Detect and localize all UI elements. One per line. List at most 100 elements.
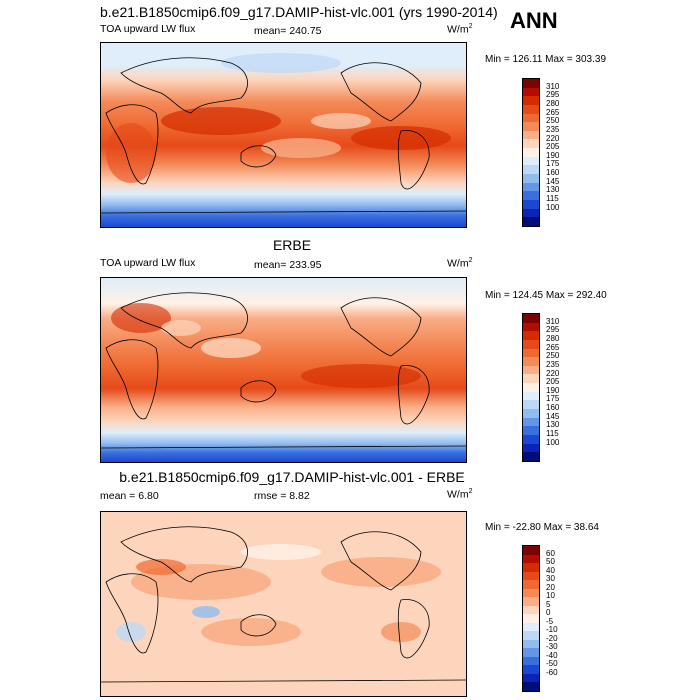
panel1-colorbar-tick: 265: [546, 107, 560, 117]
panel1-minmax: Min = 126.11 Max = 303.39: [485, 54, 607, 65]
panel1-colorbar-tick: 220: [546, 133, 560, 143]
panel2-colorbar-swatch: [523, 357, 539, 366]
panel1-colorbar: [522, 78, 540, 227]
panel2-colorbar-swatch: [523, 374, 539, 384]
panel3-colorbar-swatch: [523, 656, 539, 666]
panel2-colorbar-tick: 265: [546, 342, 560, 352]
panel2-colorbar-swatch: [523, 426, 539, 435]
panel2-coastlines: [101, 292, 466, 449]
panel2-units: W/m2: [447, 257, 473, 270]
panel3-colorbar-swatch: [523, 605, 539, 615]
panel2-colorbar: [522, 313, 540, 462]
panel3-colorbar-tick: -40: [546, 650, 558, 660]
season-label: ANN: [510, 8, 558, 33]
panel3-colorbar-tick: 60: [546, 548, 555, 558]
panel3-colorbar-tick: 10: [546, 591, 555, 601]
panel3-minmax: Min = -22.80 Max = 38.64: [485, 522, 599, 533]
panel2-colorbar-swatch: [523, 322, 539, 332]
panel2-center-label: mean= 233.95: [254, 259, 322, 271]
panel2-map-svg: [101, 278, 466, 462]
panel2-colorbar-tick: 175: [546, 394, 560, 404]
panel1-colorbar-swatch: [523, 113, 539, 123]
panel1-colorbar-swatch: [523, 148, 539, 157]
panel2-colorbar-tick: 130: [546, 420, 560, 430]
panel1-colorbar-swatch: [523, 199, 539, 209]
panel2-colorbar-swatch: [523, 452, 539, 461]
panel2-colorbar-tick: 220: [546, 368, 560, 378]
panel1-colorbar-tick: 295: [546, 90, 560, 100]
panel3-colorbar-tick: -60: [546, 667, 558, 677]
panel2-colorbar-swatch: [523, 391, 539, 401]
panel3-colorbar-tick: -20: [546, 633, 558, 643]
panel1-colorbar-tick: 310: [546, 81, 560, 91]
panel2-colorbar-swatch: [523, 400, 539, 410]
panel2-colorbar-swatch: [523, 348, 539, 358]
panel1-colorbar-swatch: [523, 165, 539, 175]
panel3-colorbar-tick: -50: [546, 659, 558, 669]
panel1-colorbar-tick: 235: [546, 124, 560, 134]
panel2-colorbar-swatch: [523, 434, 539, 444]
panel1-colorbar-tick: 160: [546, 168, 560, 178]
panel1-center-label: mean= 240.75: [254, 25, 322, 37]
panel1-colorbar-tick: 190: [546, 150, 560, 160]
panel2-colorbar-tick: 250: [546, 351, 560, 361]
panel1-colorbar-swatch: [523, 130, 539, 140]
panel2-colorbar-swatch: [523, 417, 539, 427]
panel1-left-label: TOA upward LW flux: [100, 23, 196, 35]
panel2-colorbar-swatch: [523, 409, 539, 418]
panel3-colorbar-tick: -30: [546, 642, 558, 652]
panel2-colorbar-swatch: [523, 383, 539, 392]
panel1-colorbar-swatch: [523, 191, 539, 200]
panel2-colorbar-tick: 160: [546, 403, 560, 413]
panel1-colorbar-swatch: [523, 208, 539, 218]
panel2-colorbar-tick: 145: [546, 411, 560, 421]
panel2-colorbar-tick: 235: [546, 359, 560, 369]
panel1-colorbar-swatch: [523, 104, 539, 114]
panel1-colorbar-swatch: [523, 217, 539, 226]
panel3-colorbar-swatch: [523, 597, 539, 606]
panel3-colorbar-swatch: [523, 580, 539, 589]
panel3-colorbar-tick: 5: [546, 599, 551, 609]
panel2-colorbar-swatch: [523, 443, 539, 453]
panel2-colorbar-tick: 310: [546, 316, 560, 326]
panel2-colorbar-swatch: [523, 314, 539, 323]
panel3-colorbar-swatch: [523, 554, 539, 564]
panel1-colorbar-tick: 175: [546, 159, 560, 169]
panel3-center-label: rmse = 8.82: [254, 490, 310, 502]
panel2-colorbar-tick: 205: [546, 377, 560, 387]
panel3-colorbar-swatch: [523, 546, 539, 555]
panel3-colorbar-tick: -10: [546, 625, 558, 635]
panel3-units: W/m2: [447, 488, 473, 501]
panel1-colorbar-tick: 250: [546, 116, 560, 126]
panel1-colorbar-tick: 115: [546, 194, 559, 204]
panel3-colorbar-tick: 20: [546, 582, 555, 592]
panel3-colorbar-tick: 30: [546, 574, 555, 584]
panel3-colorbar-tick: 40: [546, 565, 555, 575]
panel2-colorbar-swatch: [523, 339, 539, 349]
panel2-colorbar-tick: 115: [546, 429, 559, 439]
panel2-colorbar-tick: 100: [546, 437, 560, 447]
panel3-colorbar-swatch: [523, 622, 539, 632]
panel1-map-svg: [101, 43, 466, 227]
panel1-map: [100, 42, 467, 228]
panel3-map-svg: [101, 512, 466, 696]
panel1-colorbar-swatch: [523, 139, 539, 149]
panel2-colorbar-tick: 295: [546, 325, 560, 335]
panel3-colorbar-tick: 50: [546, 557, 555, 567]
panel2-title: ERBE: [272, 237, 312, 253]
panel3-colorbar-swatch: [523, 588, 539, 598]
panel2-minmax: Min = 124.45 Max = 292.40: [485, 290, 607, 301]
panel1-units: W/m2: [447, 23, 473, 36]
panel3-colorbar-tick: -5: [546, 616, 554, 626]
panel2-colorbar-tick: 280: [546, 333, 560, 343]
panel3-colorbar-swatch: [523, 614, 539, 623]
panel2-left-label: TOA upward LW flux: [100, 257, 196, 269]
panel3-title: b.e21.B1850cmip6.f09_g17.DAMIP-hist-vlc.…: [119, 469, 465, 485]
panel3-colorbar-tick: 0: [546, 608, 551, 618]
panel1-colorbar-swatch: [523, 87, 539, 97]
panel3-colorbar-swatch: [523, 571, 539, 581]
panel3-colorbar-swatch: [523, 665, 539, 674]
panel1-colorbar-swatch: [523, 156, 539, 166]
panel1-colorbar-swatch: [523, 122, 539, 131]
panel3-colorbar: [522, 545, 540, 692]
